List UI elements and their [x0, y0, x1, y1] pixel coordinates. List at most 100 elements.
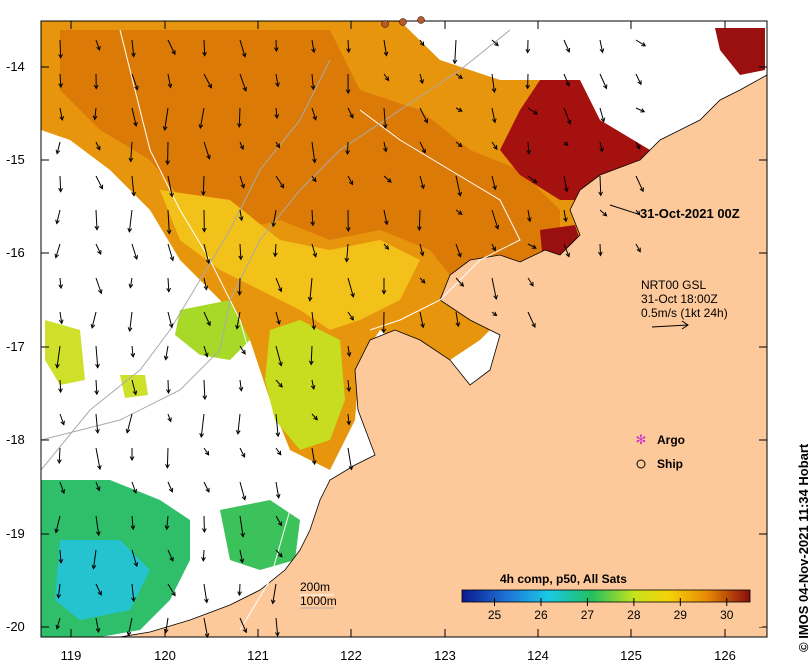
- current-vector-head: [130, 525, 136, 531]
- current-vector-head: [55, 363, 60, 369]
- current-vector-head: [419, 41, 425, 47]
- current-vector-head: [58, 187, 63, 193]
- current-vector: [131, 175, 135, 196]
- current-vector-head: [492, 185, 497, 191]
- current-vector-head: [457, 252, 462, 258]
- current-vector-head: [237, 591, 242, 597]
- current-vector: [491, 243, 496, 251]
- current-vector: [167, 481, 173, 493]
- current-vector-head: [637, 80, 642, 86]
- lon-tick-label: 122: [340, 648, 362, 663]
- current-vector-head: [133, 562, 139, 568]
- current-vector-head: [420, 323, 425, 329]
- current-vector: [167, 243, 174, 261]
- current-vector: [94, 107, 97, 120]
- current-vector: [239, 617, 247, 633]
- current-vector: [527, 141, 530, 154]
- current-vector-head: [202, 395, 208, 401]
- current-vector: [167, 379, 170, 393]
- current-vector-head: [531, 244, 537, 249]
- current-vector-head: [345, 89, 351, 95]
- current-vector-head: [525, 84, 531, 90]
- current-vector: [164, 107, 169, 131]
- current-vector: [95, 141, 101, 150]
- current-vector: [129, 311, 133, 332]
- current-vector-head: [128, 157, 134, 163]
- current-vector-head: [310, 221, 316, 227]
- current-vector-head: [205, 487, 210, 493]
- current-vector-head: [95, 429, 100, 434]
- current-vector-head: [169, 556, 174, 562]
- current-vector-head: [272, 252, 278, 258]
- current-vector: [95, 515, 100, 536]
- current-vector: [95, 617, 100, 633]
- current-vector-head: [493, 294, 498, 300]
- current-vector-head: [419, 251, 425, 257]
- current-vector: [599, 141, 603, 152]
- current-vector: [311, 379, 315, 390]
- lon-tick-label: 123: [434, 648, 456, 663]
- current-vector: [455, 277, 464, 287]
- depth-contour-200m-2: [359, 109, 521, 331]
- current-vector: [346, 243, 349, 262]
- current-vector: [419, 243, 424, 256]
- current-vector-head: [602, 211, 608, 217]
- current-vector: [95, 481, 100, 491]
- lat-tick-label: -17: [6, 339, 25, 354]
- depth-legend-1000m: 1000m: [300, 594, 337, 608]
- current-vector-head: [199, 433, 204, 438]
- current-vector-head: [526, 149, 532, 155]
- lon-tick-label: 119: [60, 648, 82, 663]
- current-vector-head: [237, 123, 242, 128]
- current-vector: [419, 175, 425, 189]
- current-vector: [274, 243, 277, 257]
- current-vector-head: [349, 315, 354, 321]
- current-vector: [59, 73, 62, 88]
- current-vector-head: [164, 525, 170, 531]
- argo-legend-label: Argo: [657, 433, 685, 447]
- current-vector: [95, 209, 98, 230]
- current-vector: [203, 481, 210, 493]
- current-vector-head: [311, 48, 316, 54]
- colorbar-tick-label: 30: [720, 608, 734, 622]
- lon-tick-label: 126: [714, 648, 736, 663]
- current-vector-head: [130, 352, 136, 358]
- current-vector-head: [346, 352, 352, 358]
- current-vector: [165, 617, 169, 633]
- current-vectors: [54, 39, 647, 639]
- current-vector: [131, 243, 138, 260]
- current-vector-head: [384, 76, 390, 82]
- current-vector: [311, 243, 317, 257]
- current-vector: [239, 39, 246, 57]
- current-vector: [56, 345, 61, 368]
- current-vector: [239, 345, 246, 355]
- current-vector-head: [56, 593, 62, 599]
- current-vector: [275, 549, 283, 558]
- current-vector-head: [278, 361, 283, 367]
- current-vector-head: [565, 81, 570, 87]
- current-vector-head: [455, 322, 461, 328]
- current-vector-head: [381, 290, 387, 295]
- lon-tick-label: 120: [154, 648, 176, 663]
- current-vector: [58, 447, 61, 464]
- current-vector: [383, 73, 389, 81]
- current-vector: [275, 617, 279, 636]
- current-vector: [275, 73, 279, 87]
- current-vector-head: [201, 191, 206, 196]
- current-vector-head: [131, 191, 136, 197]
- current-vector: [238, 583, 241, 596]
- colorbar-ticks: [494, 598, 728, 606]
- depth-contour-1000m: [41, 59, 331, 471]
- current-vector-head: [346, 387, 352, 393]
- depth-contour-1000m-2: [41, 29, 511, 441]
- current-vector-head: [565, 252, 570, 258]
- current-vector-head: [311, 460, 317, 466]
- current-vector-head: [270, 599, 276, 605]
- current-vector-head: [603, 84, 608, 90]
- current-vector-head: [384, 245, 390, 250]
- time-label-pointer: [609, 204, 639, 215]
- current-vector: [129, 277, 133, 288]
- lat-tick-label: -14: [6, 59, 25, 74]
- argo-symbol: ✻: [636, 432, 647, 447]
